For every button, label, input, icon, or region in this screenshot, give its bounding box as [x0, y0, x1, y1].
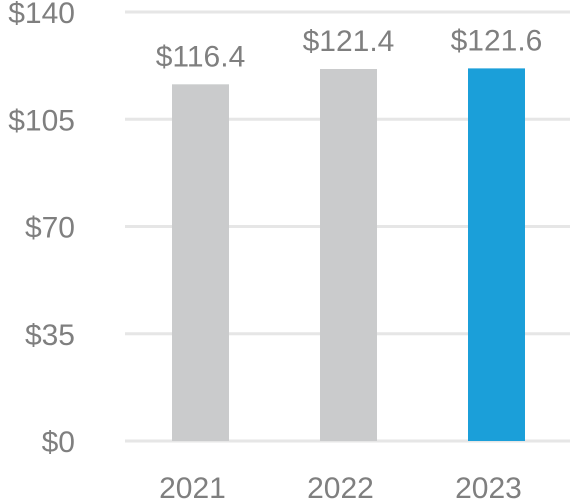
data-label-2021: $116.4 [156, 40, 246, 73]
category-label-2023: 2023 [455, 472, 522, 499]
category-label-2021: 2021 [159, 472, 226, 499]
bars [172, 68, 525, 442]
y-axis-tick-labels: $0 $35 $70 $105 $140 [8, 0, 75, 459]
y-tick-label: $70 [25, 212, 75, 245]
bar-2021 [172, 84, 229, 442]
x-axis-category-labels: 2021 2022 2023 [159, 472, 522, 499]
data-label-2023: $121.6 [451, 24, 543, 57]
y-tick-label: $105 [8, 104, 75, 137]
data-label-2022: $121.4 [303, 25, 395, 58]
y-tick-label: $140 [8, 0, 75, 30]
category-label-2022: 2022 [307, 472, 374, 499]
bar-2022 [320, 68, 377, 441]
y-tick-label: $0 [42, 426, 75, 459]
bar-2023 [468, 68, 525, 441]
y-tick-label: $35 [25, 319, 75, 352]
data-labels: $116.4 $121.4 $121.6 [156, 24, 543, 73]
